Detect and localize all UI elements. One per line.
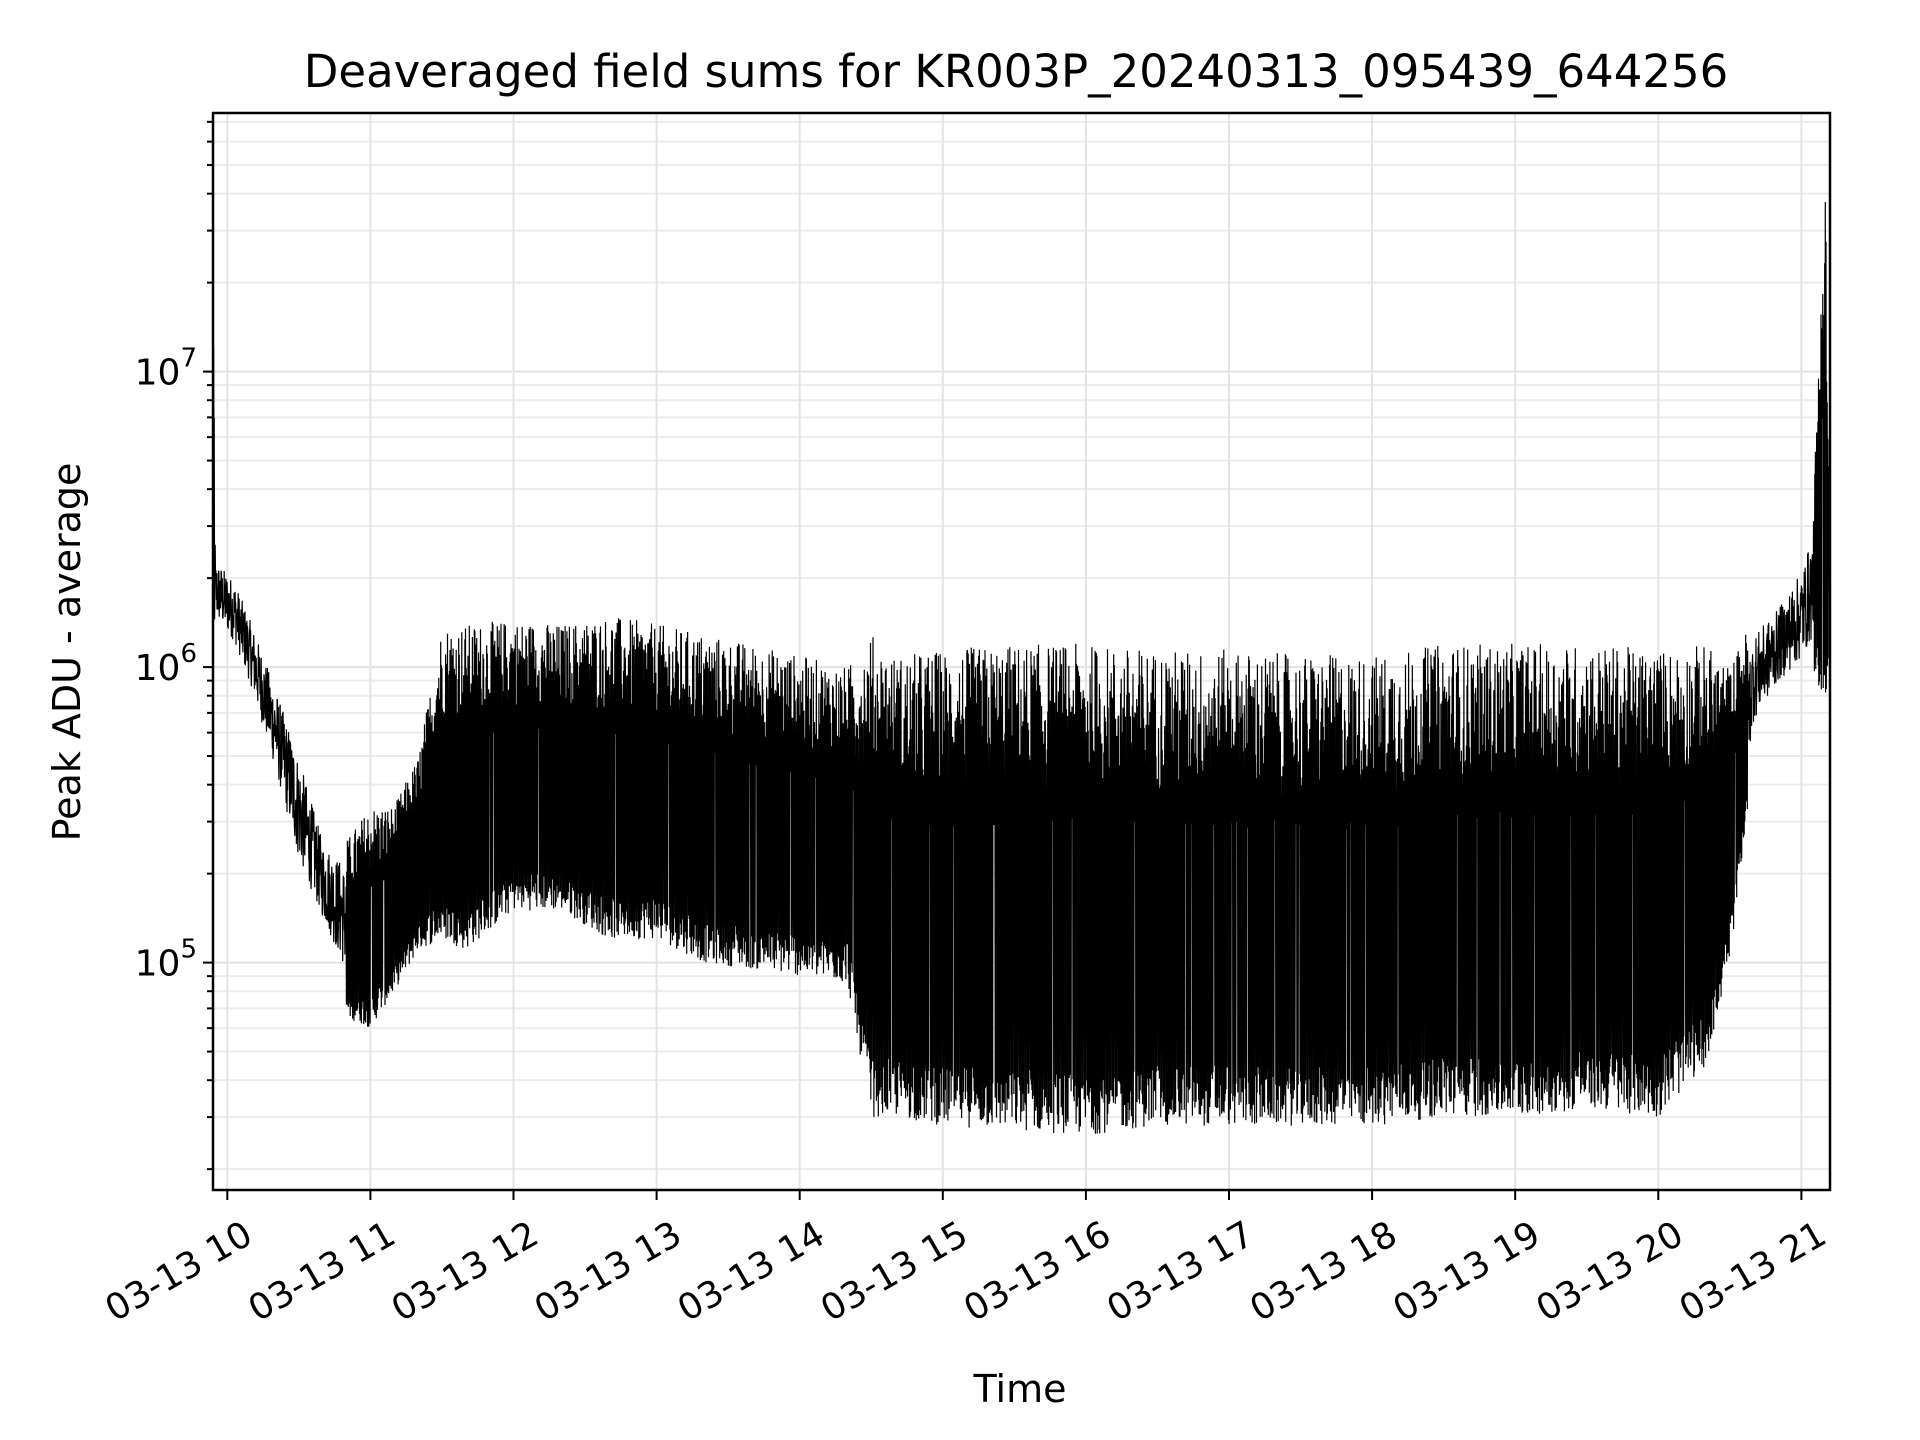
series-line-path xyxy=(212,201,1831,1134)
y-axis: 105 106 107 xyxy=(135,120,213,1171)
y-axis-label: Peak ADU - average xyxy=(45,463,89,842)
y-tick-label: 107 xyxy=(135,344,197,394)
series-line xyxy=(212,201,1831,1134)
x-axis-label: Time xyxy=(973,1367,1067,1411)
plot-frame xyxy=(211,111,1832,1192)
chart-title: Deaveraged field sums for KR003P_2024031… xyxy=(304,45,1728,98)
y-tick-label: 106 xyxy=(135,639,197,689)
y-tick-label: 105 xyxy=(135,935,197,985)
